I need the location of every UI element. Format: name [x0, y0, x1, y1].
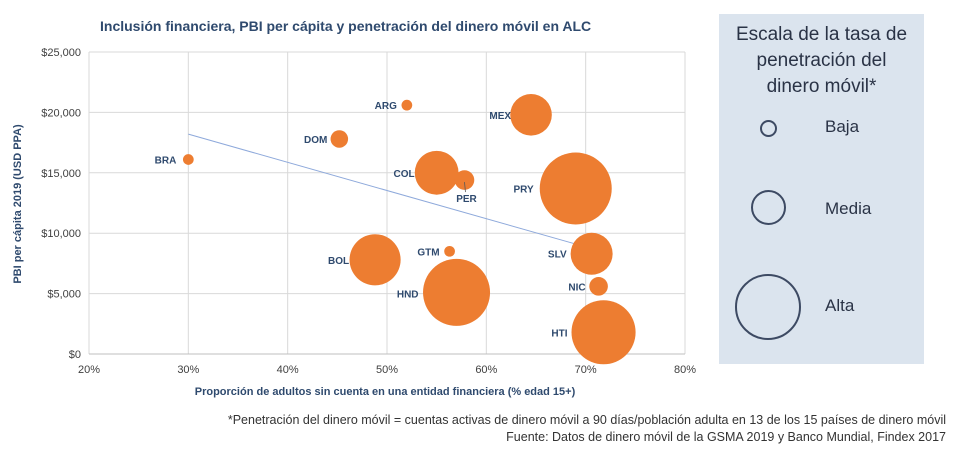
x-tick-label: 20% [78, 364, 100, 376]
point-label-gtm: GTM [417, 247, 439, 258]
point-label-col: COL [394, 169, 415, 180]
bubble-layer [182, 94, 636, 365]
x-tick-label: 50% [376, 364, 398, 376]
x-tick-label: 60% [475, 364, 497, 376]
bubble-gtm [444, 245, 455, 257]
point-label-pry: PRY [514, 185, 535, 196]
legend-title: Escala de la tasa de penetración del din… [735, 24, 908, 97]
bubble-per [454, 170, 475, 190]
tick-label-layer: $0 $5,000 $10,000 $15,000 $20,000 $25,000 20% 3… [41, 47, 696, 376]
bubble-dom [330, 130, 349, 148]
y-tick-label: $0 [69, 349, 81, 361]
leader-line-per [464, 182, 466, 193]
bubble-pry [539, 152, 612, 225]
legend-circle-low-icon [760, 120, 777, 137]
x-tick-label: 40% [277, 364, 299, 376]
footnote-definition: *Penetración del dinero móvil = cuentas … [227, 413, 946, 427]
legend-item-medium: Media [719, 176, 924, 256]
y-tick-label: $25,000 [41, 47, 81, 59]
x-axis-title: Proporción de adultos sin cuenta en una … [195, 386, 576, 398]
bubble-slv [570, 232, 613, 275]
bubble-col [414, 150, 459, 195]
point-label-bra: BRA [155, 156, 177, 167]
y-tick-label: $5,000 [47, 289, 81, 301]
y-axis-title: PBI per cápita 2019 (USD PPA) [12, 124, 24, 284]
y-tick-label: $10,000 [41, 228, 81, 240]
point-label-hnd: HND [397, 289, 419, 300]
x-tick-label: 80% [674, 364, 696, 376]
y-tick-label: $20,000 [41, 107, 81, 119]
legend-label-high: Alta [825, 296, 855, 315]
x-tick-label: 30% [177, 364, 199, 376]
legend-label-medium: Media [825, 199, 872, 218]
point-label-per: PER [456, 194, 477, 205]
y-tick-label: $15,000 [41, 168, 81, 180]
legend-circle-medium-icon [751, 190, 786, 225]
bubble-arg [401, 99, 413, 111]
point-label-nic: NIC [568, 282, 585, 293]
trendline-layer [188, 133, 576, 245]
bubble-mex [510, 94, 552, 136]
footnote-source: Fuente: Datos de dinero móvil de la GSMA… [506, 430, 946, 444]
trendline [188, 133, 576, 245]
point-label-mex: MEX [489, 111, 511, 122]
point-label-dom: DOM [304, 135, 327, 146]
legend-label-low: Baja [825, 117, 860, 136]
bubble-bra [182, 154, 194, 165]
point-label-arg: ARG [375, 101, 397, 112]
bubble-chart: Inclusión financiera, PBI per cápita y p… [12, 18, 696, 398]
x-tick-label: 70% [575, 364, 597, 376]
legend-circle-high-icon [735, 274, 801, 340]
bubble-bol [349, 234, 401, 286]
point-label-layer: ARG MEX DOM BRA COL PER PRY SLV GTM BOL HND NIC HTI [155, 101, 586, 339]
chart-title: Inclusión financiera, PBI per cápita y p… [100, 18, 591, 34]
point-label-slv: SLV [548, 250, 567, 261]
point-label-hti: HTI [551, 328, 567, 339]
point-label-bol: BOL [328, 256, 349, 267]
bubble-hti [571, 300, 636, 365]
legend-item-low: Baja [719, 106, 924, 186]
legend-item-high: Alta [719, 266, 924, 346]
bubble-nic [589, 277, 608, 296]
bubble-hnd [423, 258, 491, 326]
bubble-size-legend: Escala de la tasa de penetración del din… [719, 14, 924, 364]
